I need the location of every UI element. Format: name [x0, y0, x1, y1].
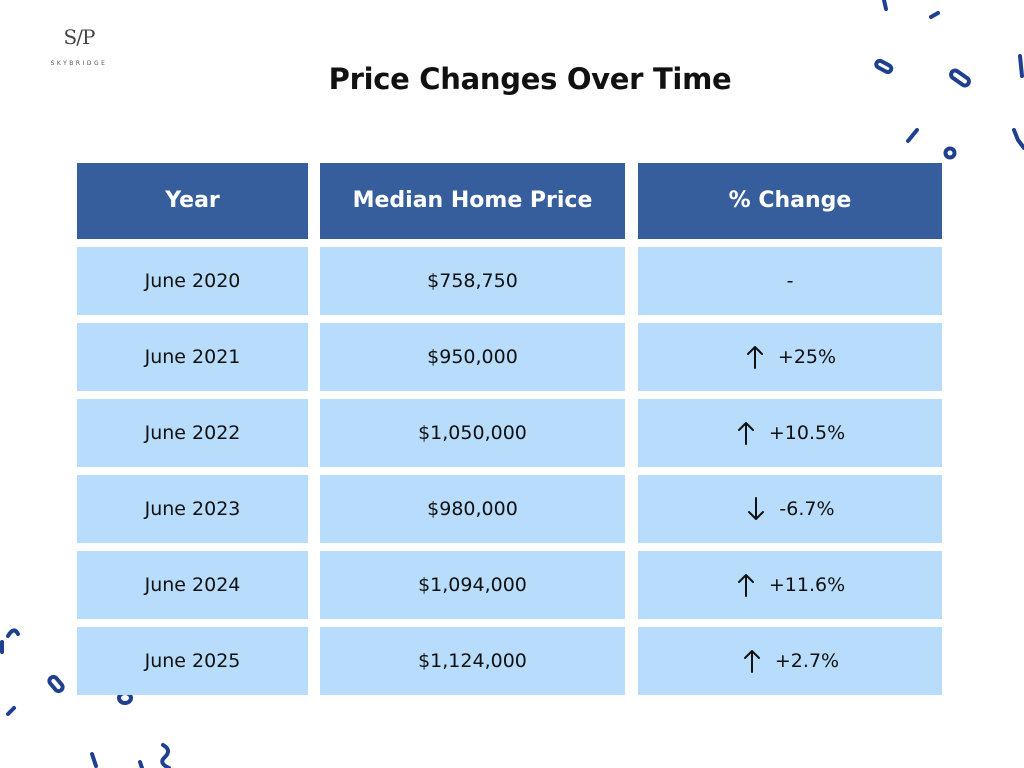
- arrow-up-icon: [735, 420, 757, 446]
- column-header-change: % Change: [638, 163, 942, 239]
- price-value: $758,750: [427, 270, 518, 292]
- price-value: $1,094,000: [418, 574, 527, 596]
- logo-monogram: S/P: [63, 25, 96, 49]
- table-cell-year: June 2020: [77, 247, 308, 315]
- year-value: June 2025: [144, 650, 241, 672]
- page-title: Price Changes Over Time: [328, 62, 732, 96]
- change-value-group: +2.7%: [741, 648, 839, 674]
- change-value-group: -6.7%: [745, 496, 835, 522]
- table-cell-change: +10.5%: [638, 399, 942, 467]
- table-cell-price: $1,094,000: [320, 551, 625, 619]
- table-cell-year: June 2025: [77, 627, 308, 695]
- table-cell-change: +25%: [638, 323, 942, 391]
- table-cell-year: June 2024: [77, 551, 308, 619]
- change-value-group: +10.5%: [735, 420, 845, 446]
- table-cell-price: $950,000: [320, 323, 625, 391]
- table-cell-price: $980,000: [320, 475, 625, 543]
- table-cell-year: June 2023: [77, 475, 308, 543]
- price-value: $950,000: [427, 346, 518, 368]
- change-value: -6.7%: [779, 498, 835, 520]
- table-cell-change: +2.7%: [638, 627, 942, 695]
- table-cell-year: June 2022: [77, 399, 308, 467]
- year-value: June 2021: [144, 346, 241, 368]
- year-value: June 2023: [144, 498, 241, 520]
- year-value: June 2022: [144, 422, 241, 444]
- column-header-year: Year: [77, 163, 308, 239]
- change-value: +10.5%: [768, 422, 846, 444]
- table-cell-price: $1,124,000: [320, 627, 625, 695]
- skybridge-logo: S/P SKYBRIDGE: [44, 14, 114, 67]
- change-value: -: [786, 270, 794, 292]
- table-cell-change: -6.7%: [638, 475, 942, 543]
- change-value: +2.7%: [774, 650, 840, 672]
- column-header-label: Median Home Price: [352, 188, 593, 213]
- change-value: +25%: [777, 346, 837, 368]
- arrow-down-icon: [745, 496, 767, 522]
- price-value: $1,124,000: [418, 650, 527, 672]
- change-value-group: +25%: [744, 344, 836, 370]
- table-cell-price: $758,750: [320, 247, 625, 315]
- price-value: $980,000: [427, 498, 518, 520]
- table-cell-price: $1,050,000: [320, 399, 625, 467]
- arrow-up-icon: [741, 648, 763, 674]
- price-value: $1,050,000: [418, 422, 527, 444]
- arrow-up-icon: [744, 344, 766, 370]
- year-value: June 2024: [144, 574, 241, 596]
- change-value: +11.6%: [768, 574, 846, 596]
- column-header-price: Median Home Price: [320, 163, 625, 239]
- column-header-label: % Change: [728, 188, 852, 213]
- table-cell-year: June 2021: [77, 323, 308, 391]
- table-cell-change: -: [638, 247, 942, 315]
- logo-wordmark: SKYBRIDGE: [50, 60, 108, 67]
- column-header-label: Year: [165, 188, 220, 213]
- arrow-up-icon: [735, 572, 757, 598]
- table-cell-change: +11.6%: [638, 551, 942, 619]
- change-value-group: +11.6%: [735, 572, 845, 598]
- year-value: June 2020: [144, 270, 241, 292]
